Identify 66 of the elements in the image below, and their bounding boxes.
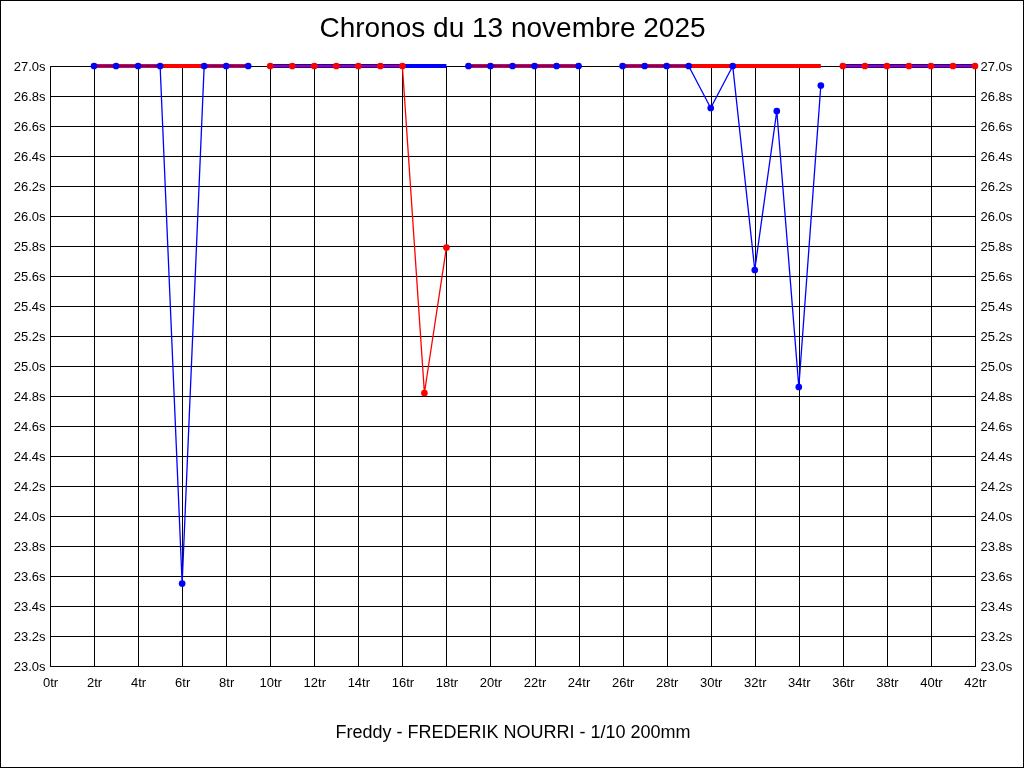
x-tick-label: 20tr: [479, 674, 503, 690]
y-tick-label: 26.6s: [13, 118, 46, 134]
y2-tick-label: 23.8s: [980, 538, 1013, 554]
x-tick-label: 6tr: [175, 674, 191, 690]
y-tick-label: 25.2s: [13, 328, 46, 344]
y-tick-label: 24.4s: [13, 448, 46, 464]
y-tick-label: 23.6s: [13, 568, 46, 584]
x-tick-label: 40tr: [920, 674, 944, 690]
x-axis-title: Freddy - FREDERIK NOURRI - 1/10 200mm: [335, 721, 691, 742]
y-tick-label: 24.2s: [13, 478, 46, 494]
x-tick-label: 4tr: [131, 674, 147, 690]
y-tick-label: 24.8s: [13, 388, 46, 404]
x-tick-label: 30tr: [700, 674, 724, 690]
y2-tick-label: 24.2s: [980, 478, 1013, 494]
y-tick-label: 27.0s: [13, 58, 46, 74]
x-tick-label: 10tr: [259, 674, 283, 690]
x-tick-label: 2tr: [86, 674, 103, 690]
y2-tick-label: 23.4s: [980, 598, 1013, 614]
y2-tick-label: 25.4s: [980, 298, 1013, 314]
y-tick-label: 26.2s: [13, 178, 46, 194]
y2-tick-label: 24.0s: [980, 508, 1013, 524]
y2-tick-label: 26.2s: [980, 178, 1013, 194]
x-tick-label: 14tr: [347, 674, 371, 690]
x-tick-label: 36tr: [832, 674, 856, 690]
x-tick-label: 18tr: [435, 674, 459, 690]
y2-tick-label: 23.0s: [980, 658, 1013, 674]
x-tick-label: 34tr: [788, 674, 812, 690]
x-tick-label: 28tr: [655, 674, 680, 690]
y-tick-label: 26.4s: [13, 148, 46, 164]
chart-title: Chronos du 13 novembre 2025: [319, 12, 706, 43]
y2-tick-label: 23.2s: [980, 628, 1013, 644]
x-tick-label: 22tr: [523, 674, 547, 690]
y-tick-label: 26.0s: [13, 208, 46, 224]
y-tick-label: 25.4s: [13, 298, 46, 314]
y-tick-label: 26.8s: [13, 88, 46, 104]
y2-tick-label: 25.6s: [980, 268, 1013, 284]
x-tick-label: 12tr: [303, 674, 327, 690]
y2-tick-label: 24.8s: [980, 388, 1013, 404]
x-tick-label: 0tr: [42, 674, 59, 690]
x-tick-label: 26tr: [611, 674, 635, 690]
y2-tick-label: 25.0s: [980, 358, 1013, 374]
y2-tick-label: 24.6s: [980, 418, 1013, 434]
x-tick-label: 38tr: [876, 674, 900, 690]
y-tick-label: 25.0s: [13, 358, 46, 374]
y2-tick-label: 23.6s: [980, 568, 1013, 584]
y-tick-label: 25.8s: [13, 238, 46, 254]
y2-tick-label: 26.8s: [980, 88, 1013, 104]
y2-tick-label: 26.0s: [980, 208, 1013, 224]
y2-tick-label: 24.4s: [980, 448, 1013, 464]
y2-tick-label: 25.8s: [980, 238, 1013, 254]
y-tick-label: 24.0s: [13, 508, 46, 524]
y2-tick-label: 26.6s: [980, 118, 1013, 134]
x-tick-label: 8tr: [219, 674, 235, 690]
y2-tick-label: 26.4s: [980, 148, 1013, 164]
y-tick-label: 23.8s: [13, 538, 46, 554]
x-tick-label: 16tr: [391, 674, 415, 690]
y-tick-label: 23.2s: [13, 628, 46, 644]
y2-tick-label: 27.0s: [980, 58, 1013, 74]
y-tick-label: 25.6s: [13, 268, 46, 284]
y-tick-label: 24.6s: [13, 418, 46, 434]
y-tick-label: 23.4s: [13, 598, 46, 614]
x-tick-label: 24tr: [567, 674, 591, 690]
y-tick-label: 23.0s: [13, 658, 46, 674]
x-tick-label: 42tr: [964, 674, 988, 690]
x-tick-label: 32tr: [744, 674, 768, 690]
y2-tick-label: 25.2s: [980, 328, 1013, 344]
